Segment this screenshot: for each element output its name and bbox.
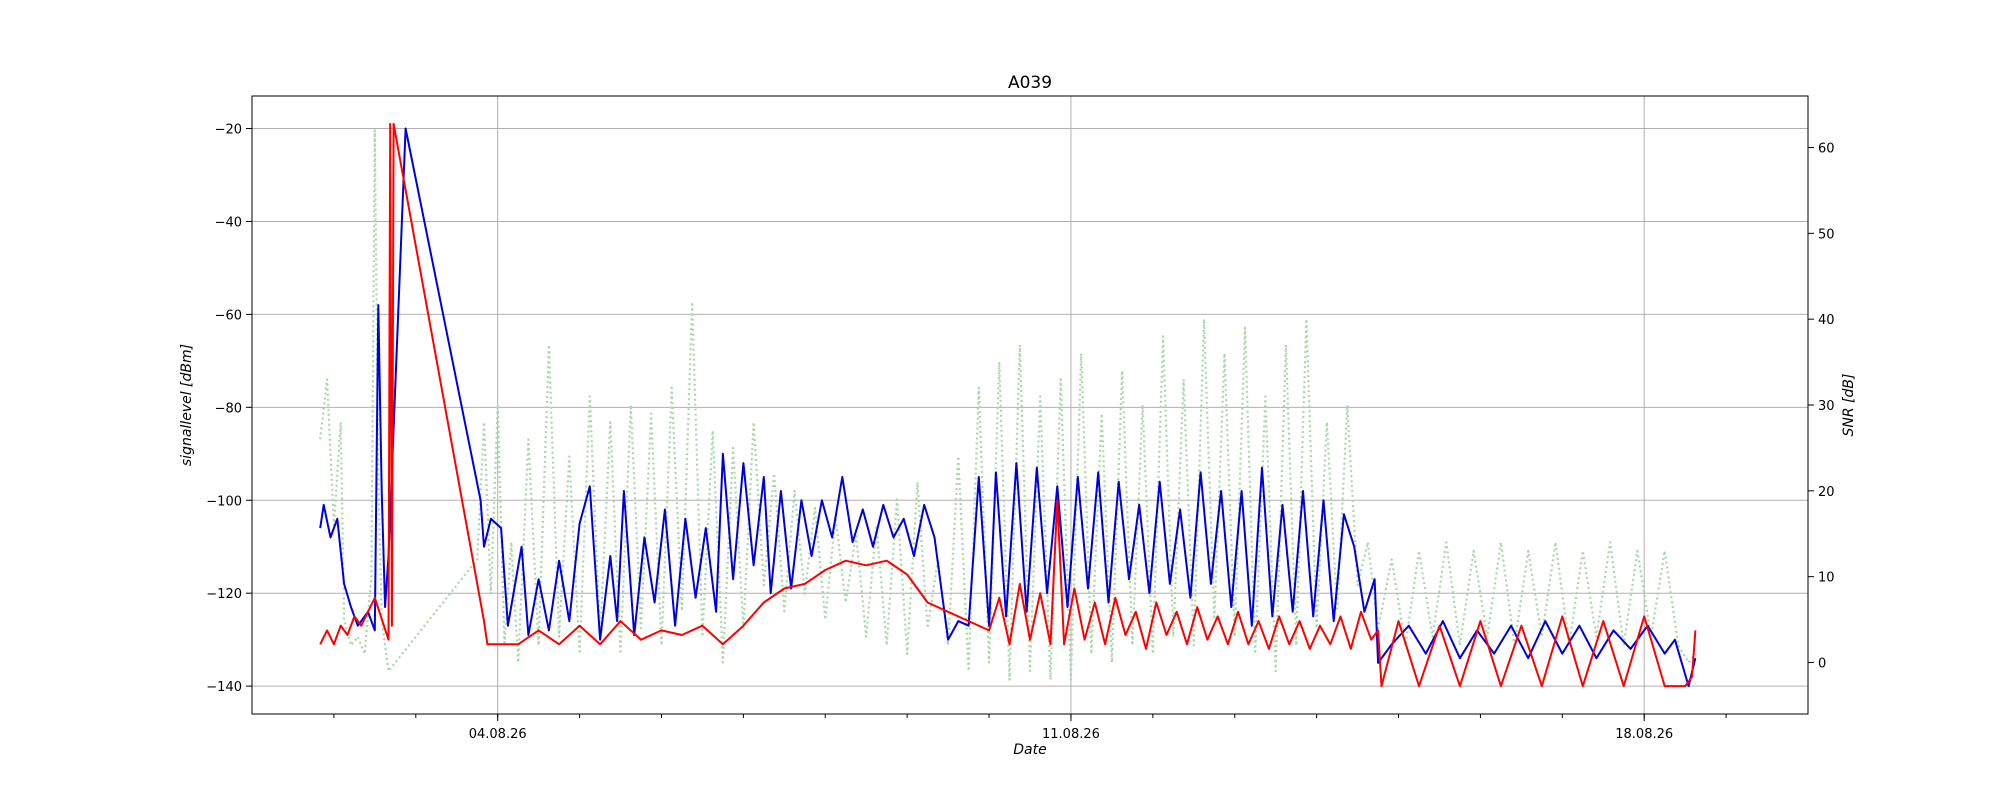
y-tick-label: −120 bbox=[206, 587, 242, 602]
y-tick-label: −140 bbox=[206, 680, 242, 695]
y-tick-label: −80 bbox=[215, 401, 242, 416]
x-axis: 04.08.26 11.08.26 18.08.26 bbox=[333, 714, 1727, 742]
y2-tick-label: 20 bbox=[1818, 485, 1835, 500]
x-tick-label: 04.08.26 bbox=[469, 727, 527, 742]
y2-tick-label: 0 bbox=[1818, 657, 1826, 672]
y-tick-label: −60 bbox=[215, 308, 242, 323]
grid bbox=[252, 96, 1808, 714]
y-axis-right: 60 50 40 30 20 10 0 bbox=[1808, 142, 1835, 672]
y-tick-label: −40 bbox=[215, 215, 242, 230]
series-signal-line bbox=[319, 127, 1697, 688]
y-axis-label: signallevel [dBm] bbox=[179, 344, 195, 466]
y-tick-label: −20 bbox=[215, 123, 242, 138]
y2-tick-label: 60 bbox=[1818, 142, 1835, 157]
y2-tick-label: 40 bbox=[1818, 313, 1835, 328]
series-layer bbox=[319, 122, 1697, 688]
series-snr-line bbox=[319, 129, 1697, 681]
x-tick-label: 11.08.26 bbox=[1042, 727, 1100, 742]
y2-tick-label: 10 bbox=[1818, 571, 1835, 586]
y2-axis-label: SNR [dB] bbox=[1841, 374, 1857, 437]
series-noise-line bbox=[319, 122, 1697, 688]
y2-tick-label: 50 bbox=[1818, 227, 1835, 242]
y-tick-label: −100 bbox=[206, 494, 242, 509]
y-axis-left: −20 −40 −60 −80 −100 −120 −140 bbox=[206, 123, 252, 695]
x-tick-label: 18.08.26 bbox=[1615, 727, 1673, 742]
y2-tick-label: 30 bbox=[1818, 399, 1835, 414]
x-axis-label: Date bbox=[1013, 742, 1046, 758]
chart-title: A039 bbox=[1008, 73, 1052, 93]
